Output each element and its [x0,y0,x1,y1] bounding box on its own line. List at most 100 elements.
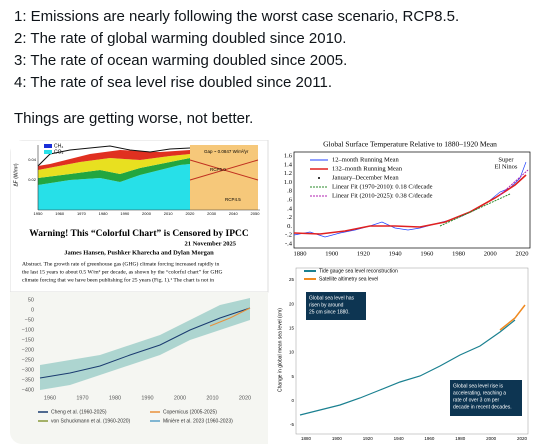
post-line: 3: The rate of ocean warming doubled sin… [14,52,348,69]
tick-label: 2020 [517,436,528,441]
tick-label: 1900 [332,436,343,441]
axis-label: ΔF (W/m²) [13,163,19,186]
tick-label: 1970 [76,395,88,401]
tick-label: 2020 [185,211,195,216]
tick-label: −400 [22,387,34,393]
tick-label: 0.04 [28,157,37,162]
tick-label: 2050 [251,211,261,216]
legend-label: 12–month Running Mean [332,156,400,163]
legend-label: CO₂ [54,149,64,155]
tick-label: 1980 [99,211,109,216]
tick-label: 1960 [55,211,65,216]
post-line: 4: The rate of sea level rise doubled si… [14,74,332,91]
tick-label: 0.02 [28,177,37,182]
tick-label: 2020 [516,250,529,257]
tick-label: −100 [22,327,34,333]
legend-label: Minière et al. 2023 (1960-2023) [163,418,233,424]
tick-label: 1960 [44,395,56,401]
legend-label: Cheng et al. (1960-2025) [51,409,107,415]
paper-date: 21 November 2025 [184,240,236,247]
legend-label: 132–month Running Mean [332,165,403,172]
annotation: Global sea level rise is [453,383,504,389]
tick-label: 2010 [206,395,218,401]
tick-label: 1.2 [284,170,292,177]
paper-abstract: climate forcing that we have been publis… [22,276,214,283]
tick-label: 2000 [174,395,186,401]
axis-label: Change in global mean sea level (cm) [277,308,283,392]
tick-label: -5 [290,422,294,427]
tick-label: −350 [22,377,34,383]
tick-label: 1960 [420,250,433,257]
annotation: accelerating, reaching a [453,390,506,396]
tick-label: 2030 [207,211,217,216]
tick-label: 50 [28,297,34,303]
tick-label: 0 [31,307,34,313]
tick-label: 1940 [394,436,405,441]
tick-label: 2000 [486,436,497,441]
tick-label: 2000 [484,250,497,257]
tick-label: 15 [289,326,295,331]
tick-label: 5 [291,374,294,379]
legend-label: Tide gauge sea level reconstruction [319,268,398,274]
annotation: RCP4.5 [225,197,241,202]
tick-label: 1990 [141,395,153,401]
tick-label: 1980 [452,250,465,257]
tick-label: 1960 [424,436,435,441]
tick-label: 0 [291,398,294,403]
annotation: 25 cm since 1880. [309,309,350,315]
tick-label: 1900 [325,250,338,257]
annotation: decade in recent decades. [453,404,512,410]
legend-label: Linear Fit (2010-2025): 0.38 C/decade [332,192,433,199]
tick-label: 1880 [301,436,312,441]
tick-label: 1940 [389,250,402,257]
annotation: Global sea level has [309,295,355,301]
chart-title: Global Surface Temperature Relative to 1… [323,140,497,149]
annotation: rate of over 3 cm per [453,397,499,403]
tick-label: 25 [289,277,295,282]
legend-label: Satellite altimetry sea level [319,276,378,282]
tick-label: 20 [289,301,295,306]
tick-label: -.4 [285,240,293,247]
paper-abstract: Abstract. The growth rate of greenhouse … [22,260,220,267]
paper-authors: James Hansen, Pushker Kharecha and Dylan… [64,249,214,256]
annotation: risen by around [309,302,344,308]
legend-label: Copernicus (2005-2025) [163,409,217,415]
tick-label: −250 [22,357,34,363]
tick-label: 1920 [357,250,370,257]
legend-label: January–December Mean [332,174,399,181]
tick-label: 0. [287,223,292,230]
tick-label: 2040 [229,211,239,216]
annotation: Super [498,156,514,163]
tick-label: .4 [287,205,293,212]
tick-label: 1.0 [284,179,292,186]
tick-label: −50 [25,317,34,323]
tick-label: .2 [287,214,292,221]
tick-label: 1970 [77,211,87,216]
paper-abstract: the last 15 years to about 0.5 W/m² per … [22,268,223,275]
tick-label: −150 [22,337,34,343]
annotation: El Ninos [495,163,518,170]
tick-label: 1990 [120,211,130,216]
tick-label: 1950 [34,211,44,216]
tick-label: .6 [287,196,293,203]
post-line: 1: Emissions are nearly following the wo… [14,8,460,25]
tick-label: 1920 [363,436,374,441]
tick-label: 1980 [109,395,121,401]
image-grid[interactable]: CH₄ CO₂ ΔF (W/m²) Gap ~ 0.0847 W/m²/yr R… [10,140,535,444]
post-conclusion: Things are getting worse, not better. [14,110,254,127]
tick-label: -.2 [285,232,292,239]
tick-label: 10 [289,350,295,355]
tick-label: 2020 [239,395,251,401]
tick-label: 2010 [164,211,174,216]
tick-label: −200 [22,347,34,353]
tick-label: 1.6 [284,152,293,159]
legend-label: Linear Fit (1970-2010): 0.18 C/decade [332,183,433,190]
post-line: 2: The rate of global warming doubled si… [14,30,347,47]
tick-label: 1980 [455,436,466,441]
tick-label: .8 [287,188,292,195]
legend-label: von Schuckmann et al. (1960-2020) [51,418,131,424]
tick-label: 1.4 [284,161,293,168]
tick-label: −300 [22,367,34,373]
annotation: Gap ~ 0.0847 W/m²/yr [204,149,249,154]
